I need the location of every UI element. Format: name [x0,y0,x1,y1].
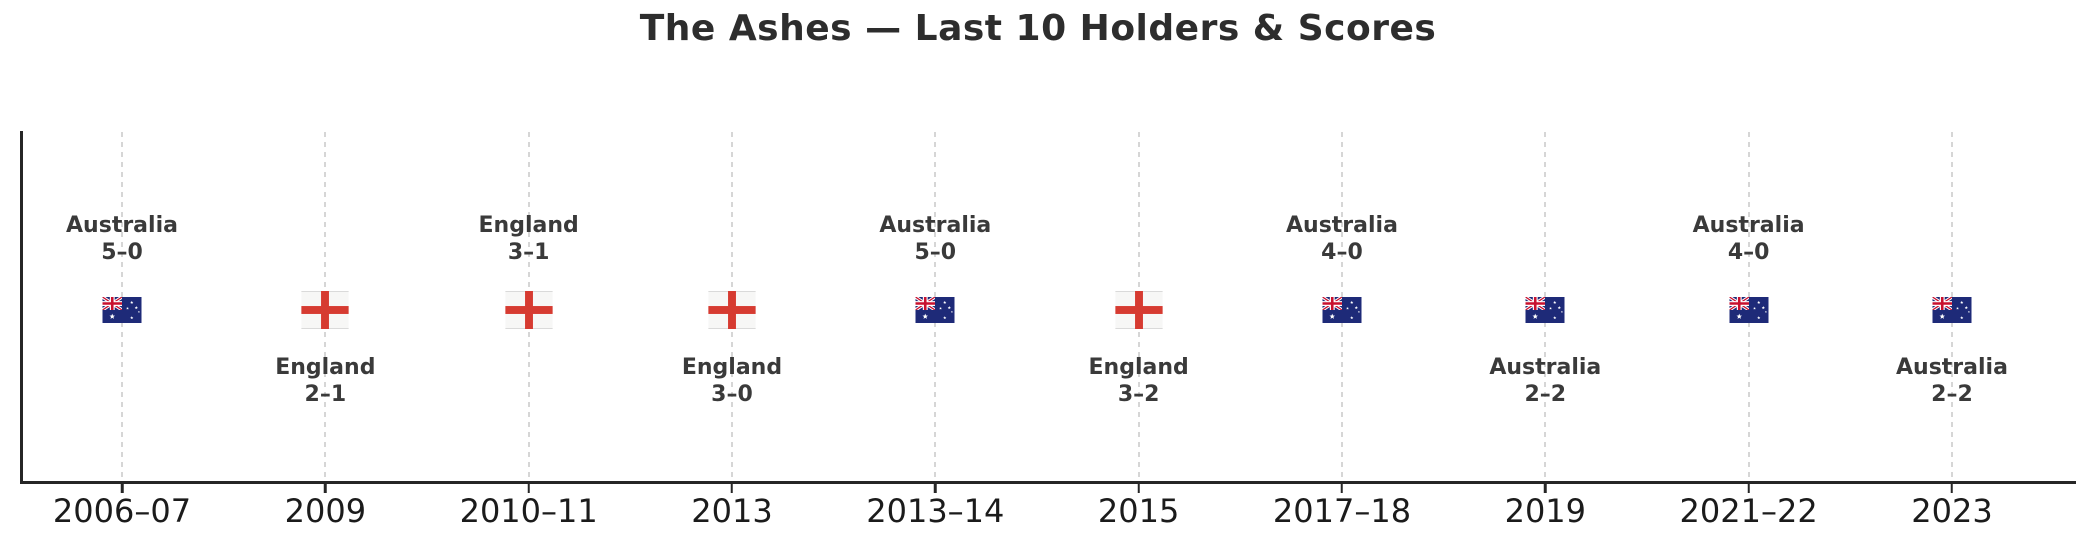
x-tick [1544,484,1547,493]
x-tick [1137,484,1140,493]
holder-name: Australia [1489,355,1602,380]
england-flag-icon [1115,291,1163,329]
holder-name: Australia [1896,355,2008,380]
x-tick-label: 2006–07 [52,492,192,530]
holder-score: 2–2 [1931,382,1973,407]
holder-label: Australia 5–0 [815,212,1055,266]
holder-name: England [1088,355,1189,380]
x-tick [1950,484,1954,493]
x-tick [527,484,530,493]
x-tick [120,484,124,493]
australia-flag-icon [915,297,955,323]
x-tick [730,484,734,493]
chart-title: The Ashes — Last 10 Holders & Scores [639,8,1437,49]
australia-flag-icon [102,297,142,323]
holder-score: 2–1 [304,382,347,407]
holder-score: 5–0 [914,240,957,265]
x-tick [1747,484,1750,493]
x-tick-label: 2017–18 [1272,492,1412,530]
holder-name: England [478,213,579,238]
australia-flag-icon [1525,297,1565,323]
holder-label: Australia 2–2 [1425,354,1665,408]
england-flag-icon [505,291,553,329]
x-tick-label: 2013–14 [866,492,1005,530]
y-axis-spine [20,131,23,484]
england-flag-icon [708,291,756,329]
x-tick-label: 2019 [1504,492,1587,530]
australia-flag-icon [1729,297,1769,323]
x-tick [324,484,327,493]
holder-name: Australia [66,213,178,238]
holder-label: Australia 2–2 [1832,354,2072,408]
holder-label: England 3–0 [612,354,852,408]
holder-score: 5–0 [101,240,143,265]
holder-name: Australia [879,213,992,238]
australia-flag-icon [1322,297,1362,323]
holder-name: England [681,355,783,380]
holder-label: Australia 4–0 [1629,212,1869,266]
holder-name: England [275,355,376,380]
x-tick-label: 2013 [691,492,773,530]
holder-score: 2–2 [1524,382,1567,407]
holder-name: Australia [1692,213,1805,238]
x-tick-label: 2009 [284,492,367,530]
holder-label: England 3–1 [409,212,649,266]
holder-score: 3–1 [507,240,550,265]
holder-label: Australia 4–0 [1222,212,1462,266]
holder-score: 4–0 [1727,240,1770,265]
x-axis-spine [20,481,2076,484]
australia-flag-icon [1932,297,1972,323]
x-tick-label: 2023 [1911,492,1993,530]
holder-name: Australia [1286,213,1398,238]
holder-label: England 3–2 [1019,354,1259,408]
holder-label: England 2–1 [205,354,445,408]
holder-score: 4–0 [1321,240,1363,265]
x-tick-label: 2015 [1097,492,1180,530]
holder-score: 3–0 [711,382,753,407]
holder-label: Australia 5–0 [2,212,242,266]
x-tick [934,484,937,493]
holder-score: 3–2 [1117,382,1160,407]
x-tick-label: 2010–11 [459,492,598,530]
england-flag-icon [301,291,349,329]
x-tick [1340,484,1344,493]
x-tick-label: 2021–22 [1679,492,1818,530]
